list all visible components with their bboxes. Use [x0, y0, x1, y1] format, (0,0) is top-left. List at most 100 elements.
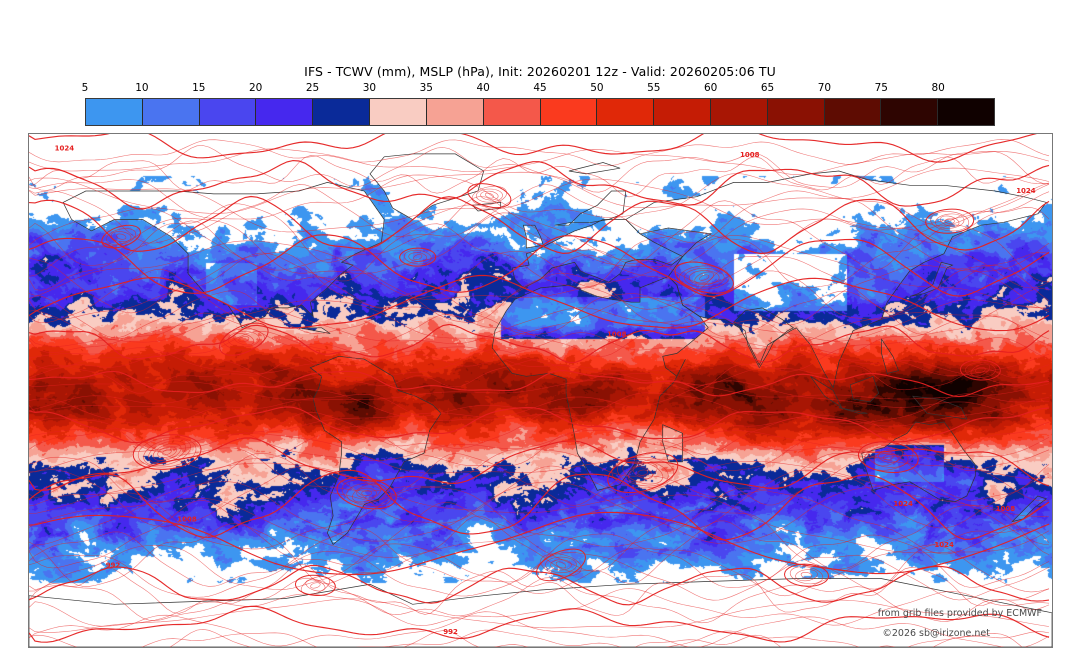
mslp-isobar-label: 992: [443, 628, 458, 636]
mslp-isobar: [29, 481, 1050, 546]
mslp-isobar: [29, 598, 1050, 633]
colorbar-container: 5 10 15 20 25 30 35 40 45 50 55 60 65 70 75 80: [82, 82, 995, 126]
mslp-isobar: [29, 396, 1050, 433]
mslp-isobar: [29, 251, 1050, 314]
coastline-path: [298, 327, 331, 334]
mslp-closed-isobar: [795, 569, 818, 582]
mslp-isobar: [29, 346, 1050, 376]
mslp-isobar: [29, 274, 1050, 332]
mslp-closed-isobar: [678, 265, 730, 290]
mslp-isobar: [29, 543, 1050, 597]
colorbar-swatch-45: [540, 99, 598, 125]
coastline-path: [810, 376, 843, 409]
mslp-isobar: [29, 577, 1050, 624]
mslp-closed-isobar: [688, 270, 720, 285]
mslp-isobar: [29, 139, 1050, 167]
mslp-closed-isobar: [132, 434, 202, 470]
mslp-closed-isobar: [637, 469, 649, 476]
colorbar-tick-30: 30: [362, 82, 377, 94]
colorbar-swatch-80: [938, 99, 994, 125]
mslp-isobar: [29, 331, 1050, 372]
mslp-isobar: [29, 297, 1050, 343]
mslp-isobar-label: 1024: [55, 144, 75, 152]
mslp-closed-isobar: [555, 561, 567, 569]
map-vector-overlay: 1024 1008 1024 1008 992 1024 1008 992 1008 1024: [29, 134, 1052, 647]
mslp-closed-isobar: [944, 218, 955, 224]
mslp-closed-isobar: [110, 231, 132, 243]
mslp-closed-isobar: [480, 190, 499, 201]
mslp-isobar: [29, 469, 1050, 541]
mslp-isobar: [29, 173, 1050, 227]
colorbar-swatch-60: [710, 99, 768, 125]
mslp-isobar: [29, 500, 1050, 572]
mslp-closed-isobar: [632, 466, 653, 479]
mslp-isobar: [29, 204, 1050, 272]
coastline-path: [309, 355, 442, 545]
coastline-path: [1011, 495, 1048, 523]
colorbar-swatch-30: [370, 99, 427, 125]
mslp-closed-isobar: [611, 456, 674, 489]
mslp-closed-isobar: [300, 576, 330, 595]
mslp-closed-isobar: [356, 487, 377, 499]
coastline-path: [511, 219, 684, 289]
mslp-closed-isobar: [137, 436, 197, 468]
mslp-isobar: [29, 515, 1050, 590]
mslp-closed-isobar: [536, 548, 586, 582]
colorbar-swatch-25: [313, 99, 371, 125]
colorbar-tick-40: 40: [476, 82, 490, 94]
mslp-closed-isobar: [863, 443, 914, 471]
mslp-isobar: [29, 494, 1050, 558]
mslp-closed-isobar: [868, 446, 909, 468]
map-panel[interactable]: 1024 1008 1024 1008 992 1024 1008 992 1008 1024 f…: [28, 133, 1053, 648]
mslp-closed-isobar: [222, 328, 265, 350]
mslp-isobar: [29, 417, 1050, 461]
mslp-closed-isobar: [148, 440, 186, 464]
colorbar-tick-65: 65: [760, 82, 775, 94]
mslp-closed-isobar: [857, 441, 919, 473]
mslp-isobar: [29, 605, 1050, 643]
colorbar-tick-labels: 5 10 15 20 25 30 35 40 45 50 55 60 65 70 75 80: [82, 82, 995, 96]
colorbar-tick-70: 70: [817, 82, 832, 94]
colorbar-swatch-35: [426, 99, 484, 125]
mslp-isobar: [29, 611, 1050, 647]
mslp-isobar: [29, 155, 1050, 198]
mslp-closed-isobar: [873, 448, 903, 467]
mslp-isobar: [29, 220, 1050, 291]
mslp-closed-isobar: [227, 331, 260, 348]
mslp-isobar: [29, 406, 1050, 444]
mslp-closed-isobar: [545, 556, 577, 574]
mslp-closed-isobar: [674, 261, 734, 294]
mslp-closed-isobar: [940, 215, 960, 227]
mslp-closed-isobar: [115, 233, 127, 240]
coastline-path: [849, 375, 880, 403]
mslp-closed-isobar: [346, 482, 387, 504]
mslp-closed-isobar: [336, 476, 397, 510]
mslp-closed-isobar: [352, 483, 382, 503]
colorbar-tick-20: 20: [248, 82, 263, 94]
mslp-closed-isobar: [683, 267, 725, 288]
mslp-isobar: [29, 487, 1050, 555]
mslp-isobar: [29, 511, 1050, 576]
mslp-closed-isobar: [883, 454, 894, 461]
mslp-isobar-label: 1024: [934, 541, 954, 549]
colorbar-tick-80: 80: [931, 82, 945, 94]
mslp-isobar: [29, 312, 1050, 357]
mslp-closed-isobar: [622, 460, 664, 485]
colorbar-tick-45: 45: [533, 82, 547, 94]
mslp-closed-isobar: [699, 274, 710, 281]
coastline-path: [568, 162, 621, 175]
mslp-closed-isobar: [925, 208, 975, 234]
copyright-credit: ©2026 sb@irizone.net: [882, 628, 990, 639]
mslp-isobar: [29, 461, 1050, 517]
mslp-isobar: [29, 447, 1050, 502]
mslp-isobar: [29, 306, 1050, 348]
mslp-closed-isobar: [628, 462, 658, 483]
coastline-path: [881, 338, 899, 374]
mslp-closed-isobar: [162, 448, 173, 456]
mslp-isobar: [29, 268, 1050, 324]
mslp-isobar: [29, 184, 1050, 244]
mslp-isobar: [29, 134, 1037, 163]
mslp-isobar: [29, 563, 1050, 616]
colorbar-tick-25: 25: [305, 82, 320, 94]
